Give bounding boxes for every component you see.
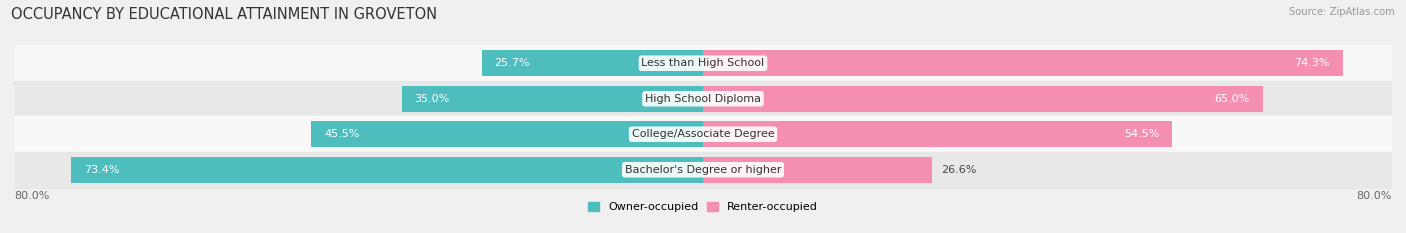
Bar (14, 152, 1392, 188)
Bar (311, 121, 703, 147)
Bar (703, 157, 932, 182)
Text: OCCUPANCY BY EDUCATIONAL ATTAINMENT IN GROVETON: OCCUPANCY BY EDUCATIONAL ATTAINMENT IN G… (11, 7, 437, 22)
Bar (703, 121, 1173, 147)
Text: College/Associate Degree: College/Associate Degree (631, 129, 775, 139)
Text: 80.0%: 80.0% (14, 191, 49, 201)
Text: 54.5%: 54.5% (1123, 129, 1160, 139)
Text: 26.6%: 26.6% (941, 165, 976, 175)
Text: 25.7%: 25.7% (495, 58, 530, 68)
Bar (482, 51, 703, 76)
Text: 73.4%: 73.4% (84, 165, 120, 175)
Bar (14, 45, 1392, 81)
Text: Bachelor's Degree or higher: Bachelor's Degree or higher (624, 165, 782, 175)
Text: 80.0%: 80.0% (1357, 191, 1392, 201)
Bar (402, 86, 703, 112)
Bar (703, 51, 1343, 76)
Text: 35.0%: 35.0% (415, 94, 450, 104)
Text: Less than High School: Less than High School (641, 58, 765, 68)
Bar (14, 81, 1392, 116)
Text: 74.3%: 74.3% (1295, 58, 1330, 68)
Bar (14, 116, 1392, 152)
Text: Source: ZipAtlas.com: Source: ZipAtlas.com (1289, 7, 1395, 17)
Text: 65.0%: 65.0% (1215, 94, 1250, 104)
Legend: Owner-occupied, Renter-occupied: Owner-occupied, Renter-occupied (588, 202, 818, 212)
Text: High School Diploma: High School Diploma (645, 94, 761, 104)
Bar (70, 157, 703, 182)
Text: 45.5%: 45.5% (323, 129, 360, 139)
Bar (703, 86, 1263, 112)
